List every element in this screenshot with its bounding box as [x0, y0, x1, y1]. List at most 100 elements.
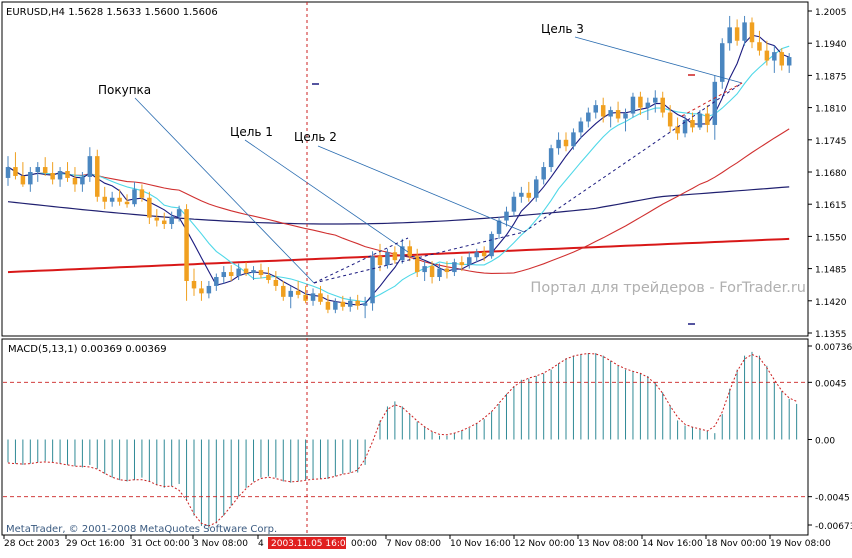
candle [333, 298, 338, 313]
candle [326, 295, 331, 313]
candle [117, 189, 122, 205]
candle [474, 249, 479, 262]
candle-body [437, 269, 442, 277]
candle [720, 38, 725, 89]
candle-body [355, 301, 360, 306]
annotation-buy-label: Покупка [98, 83, 151, 97]
candle [579, 118, 584, 139]
candle [608, 107, 613, 128]
candle-body [765, 51, 770, 61]
annotation-target1-pointer [245, 140, 408, 252]
candle-body [527, 193, 532, 198]
candle-body [594, 105, 599, 112]
candle-body [549, 148, 554, 167]
candle [638, 92, 643, 115]
candle-body [281, 286, 286, 297]
candle-body [244, 269, 249, 273]
copyright-text: MetaTrader, © 2001-2008 MetaQuotes Softw… [6, 524, 277, 535]
price-tick-label: 1.1680 [815, 169, 847, 179]
price-tick-label: 1.1485 [815, 266, 847, 276]
candle-body [631, 97, 636, 114]
macd-tick-label: 0.00736 [815, 343, 852, 353]
candle [6, 156, 11, 186]
candle-body [58, 171, 63, 179]
ma-slow-line [8, 129, 789, 274]
candle [58, 167, 63, 187]
candle [296, 281, 301, 298]
candle-body [348, 301, 353, 307]
candle-body [519, 193, 524, 197]
time-tick-label: 00:00 [351, 539, 377, 549]
candle-body [207, 286, 212, 293]
candle-body [467, 257, 472, 265]
macd-tick-label: -0.00673 [815, 522, 852, 532]
time-tick-label: 13 Nov 08:00 [578, 539, 639, 549]
candle-body [95, 156, 100, 197]
time-tick-label: 4 [258, 539, 264, 549]
candle-body [482, 252, 487, 256]
candle-body [660, 98, 665, 113]
candle-body [199, 288, 204, 293]
candle-body [757, 42, 762, 50]
candle-body [452, 262, 457, 272]
macd-tick-label: 0.00 [815, 437, 835, 447]
candle-body [259, 270, 264, 275]
candle [184, 204, 189, 301]
candle-body [214, 277, 219, 286]
candle-body [713, 82, 718, 125]
candle [229, 265, 234, 281]
candle-body [772, 52, 777, 60]
candle-body [236, 269, 241, 276]
candle-body [460, 262, 465, 265]
candle-body [541, 167, 546, 179]
ma-navy-line [8, 187, 789, 224]
candle-body [251, 270, 256, 273]
candle-body [192, 281, 197, 288]
candle [489, 231, 494, 258]
candle [311, 288, 316, 305]
annotation-target2-pointer [318, 146, 524, 232]
candle-body [326, 302, 331, 310]
candle [266, 267, 271, 283]
candle [564, 132, 569, 151]
candle-body [534, 179, 539, 197]
time-tick-label: 3 Nov 08:00 [193, 539, 248, 549]
candle [660, 92, 665, 118]
candle [631, 93, 636, 118]
annotation-target3-pointer [575, 37, 742, 83]
annotation-target2-label: Цель 2 [294, 130, 337, 144]
candle [646, 98, 651, 120]
candle-body [586, 113, 591, 122]
candle-body [683, 120, 688, 133]
price-tick-label: 1.1550 [815, 233, 847, 243]
candle [780, 48, 785, 70]
candle-body [646, 103, 651, 108]
time-tick-label: 7 Nov 08:00 [386, 539, 441, 549]
candle-body [601, 105, 606, 116]
candle [65, 162, 70, 182]
candle [735, 19, 740, 45]
candle [683, 115, 688, 137]
candle [512, 192, 517, 217]
macd-panel-frame [2, 339, 808, 535]
price-tick-label: 1.2005 [815, 8, 847, 18]
annotation-target3-label: Цель 3 [541, 22, 584, 36]
candle-body [333, 302, 338, 310]
candle-body [571, 132, 576, 146]
candle [95, 150, 100, 202]
price-tick-label: 1.1745 [815, 137, 847, 147]
candle [586, 108, 591, 128]
candle [355, 295, 360, 310]
candle [36, 162, 41, 182]
candle [132, 182, 137, 207]
candle-body [623, 114, 628, 119]
candle-body [311, 293, 316, 300]
candle [155, 209, 160, 226]
candle-body [341, 302, 346, 307]
time-tick-label: 28 Oct 2003 [4, 539, 60, 549]
candle-body [690, 120, 695, 127]
candle [497, 217, 502, 239]
candle-body [564, 140, 569, 146]
